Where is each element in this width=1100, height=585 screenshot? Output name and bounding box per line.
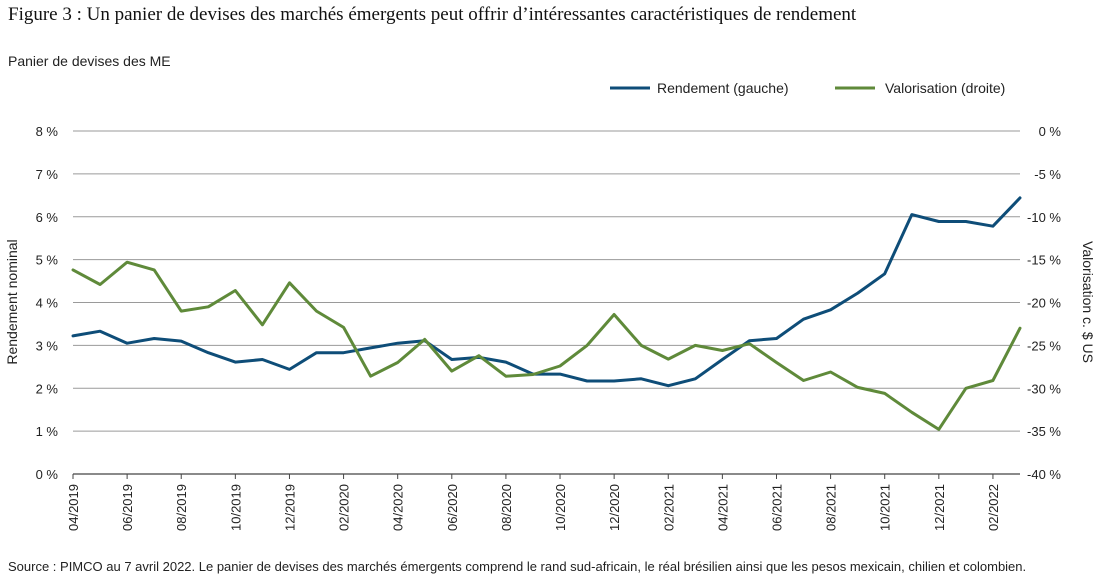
legend-label-valorisation: Valorisation (droite)	[885, 80, 1005, 96]
right-tick-label: -25 %	[1027, 338, 1061, 353]
left-axis-label: Rendement nominal	[4, 239, 20, 364]
series-line-valorisation	[71, 260, 1022, 431]
right-tick-label: 0 %	[1039, 124, 1062, 139]
right-tick-label: -40 %	[1027, 467, 1061, 482]
right-tick-label: -15 %	[1027, 253, 1061, 268]
right-tick-label: -10 %	[1027, 210, 1061, 225]
right-axis-label: Valorisation c. $ US	[1080, 241, 1096, 363]
x-tick-label: 12/2021	[932, 484, 947, 531]
right-tick-label: -5 %	[1034, 167, 1061, 182]
chart-subtitle: Panier de devises des ME	[8, 53, 171, 69]
legend-label-rendement: Rendement (gauche)	[657, 80, 789, 96]
series-lines	[71, 196, 1022, 431]
left-tick-label: 0 %	[36, 467, 59, 482]
x-axis-ticks: 04/2019 06/2019 08/2019 10/2019 12/2019 02/20…	[66, 474, 1001, 531]
left-tick-label: 6 %	[36, 210, 59, 225]
x-tick-label: 12/2019	[282, 484, 297, 531]
left-tick-label: 1 %	[36, 424, 59, 439]
left-tick-label: 8 %	[36, 124, 59, 139]
x-tick-label: 06/2020	[445, 484, 460, 531]
left-tick-label: 5 %	[36, 253, 59, 268]
x-tick-label: 02/2020	[337, 484, 352, 531]
x-tick-label: 10/2020	[553, 484, 568, 531]
x-tick-label: 04/2019	[66, 484, 81, 531]
right-tick-label: -20 %	[1027, 296, 1061, 311]
x-tick-label: 04/2020	[391, 484, 406, 531]
x-tick-label: 06/2019	[120, 484, 135, 531]
x-tick-label: 04/2021	[715, 484, 730, 531]
right-tick-label: -30 %	[1027, 381, 1061, 396]
x-tick-label: 08/2020	[499, 484, 514, 531]
x-tick-label: 08/2019	[174, 484, 189, 531]
x-tick-label: 10/2021	[878, 484, 893, 531]
x-tick-label: 02/2022	[986, 484, 1001, 531]
right-axis-ticks: -40 % -35 % -30 % -25 % -20 % -15 % -10 % -5 % 0…	[1027, 124, 1061, 482]
left-tick-label: 4 %	[36, 296, 59, 311]
x-tick-label: 12/2020	[607, 484, 622, 531]
left-tick-label: 2 %	[36, 381, 59, 396]
x-tick-label: 10/2019	[228, 484, 243, 531]
left-axis-ticks: 0 % 1 % 2 % 3 % 4 % 5 % 6 % 7 % 8 %	[36, 124, 59, 482]
x-tick-label: 02/2021	[661, 484, 676, 531]
x-tick-label: 08/2021	[824, 484, 839, 531]
x-tick-label: 06/2021	[769, 484, 784, 531]
left-tick-label: 7 %	[36, 167, 59, 182]
left-tick-label: 3 %	[36, 338, 59, 353]
series-line-rendement	[71, 196, 1022, 388]
figure-title: Figure 3 : Un panier de devises des marc…	[8, 4, 857, 25]
right-tick-label: -35 %	[1027, 424, 1061, 439]
legend: Rendement (gauche) Valorisation (droite)	[610, 80, 1005, 96]
source-note: Source : PIMCO au 7 avril 2022. Le panie…	[8, 559, 1027, 574]
